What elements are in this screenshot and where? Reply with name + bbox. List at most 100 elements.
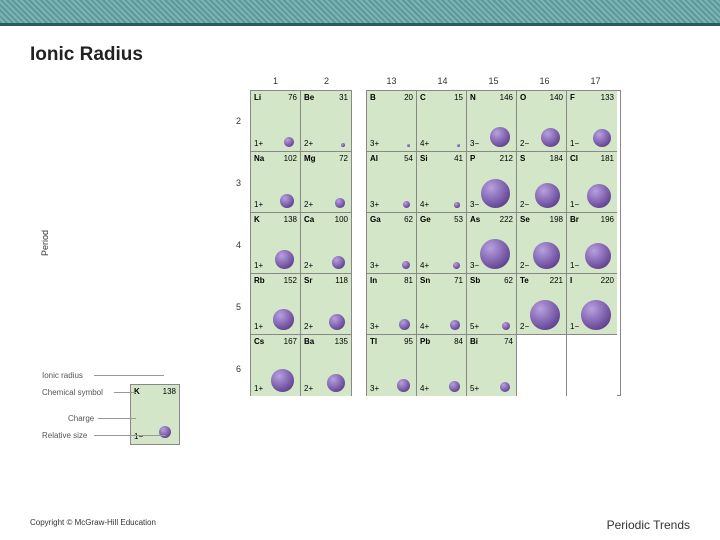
element-charge: 1− xyxy=(570,139,579,148)
col-head-17: 17 xyxy=(570,76,621,86)
ion-circle xyxy=(407,144,410,147)
element-cell-S: S1842− xyxy=(517,152,567,213)
col-headers-right: 13 14 15 16 17 xyxy=(366,76,621,86)
element-cell-In: In813+ xyxy=(367,274,417,335)
element-charge: 5+ xyxy=(470,384,479,393)
element-cell-Si: Si414+ xyxy=(417,152,467,213)
element-charge: 3− xyxy=(470,261,479,270)
element-radius: 41 xyxy=(454,154,463,163)
element-radius: 198 xyxy=(550,215,563,224)
element-symbol: S xyxy=(520,154,525,163)
row-head-6: 6 xyxy=(236,338,241,400)
element-symbol: Ge xyxy=(420,215,431,224)
element-cell-B: B203+ xyxy=(367,91,417,152)
element-radius: 221 xyxy=(550,276,563,285)
element-cell-Sr: Sr1182+ xyxy=(301,274,351,335)
element-cell-K: K1381+ xyxy=(251,213,301,274)
element-cell-Sb: Sb625+ xyxy=(467,274,517,335)
element-charge: 2+ xyxy=(304,200,313,209)
element-cell-Bi: Bi745+ xyxy=(467,335,517,396)
ion-circle xyxy=(332,256,346,270)
element-symbol: Ga xyxy=(370,215,381,224)
element-symbol: Mg xyxy=(304,154,316,163)
ion-circle xyxy=(329,314,345,330)
element-cell-Al: Al543+ xyxy=(367,152,417,213)
element-charge: 4+ xyxy=(420,139,429,148)
element-charge: 2+ xyxy=(304,384,313,393)
ion-circle xyxy=(530,300,560,330)
element-charge: 3+ xyxy=(370,322,379,331)
element-radius: 100 xyxy=(335,215,348,224)
ion-circle xyxy=(402,261,410,269)
element-cell-As: As2223− xyxy=(467,213,517,274)
ion-circle xyxy=(481,179,510,208)
legend-label-relative-size: Relative size xyxy=(42,431,87,440)
footer: Copyright © McGraw-Hill Education Period… xyxy=(30,518,690,532)
ion-circle xyxy=(581,300,611,330)
ion-circle xyxy=(275,250,294,269)
element-charge: 1+ xyxy=(254,139,263,148)
element-symbol: Tl xyxy=(370,337,377,346)
element-radius: 181 xyxy=(601,154,614,163)
ion-circle xyxy=(454,202,460,208)
col-headers-left: 1 2 xyxy=(250,76,352,86)
element-cell-Cl: Cl1811− xyxy=(567,152,617,213)
element-radius: 140 xyxy=(550,93,563,102)
ionic-radius-chart: 1 2 13 14 15 16 17 Period 2 3 4 5 6 Li76… xyxy=(40,76,680,496)
ion-circle xyxy=(541,128,560,147)
col-head-2: 2 xyxy=(301,76,352,86)
ion-circle xyxy=(593,129,611,147)
element-symbol: In xyxy=(370,276,377,285)
element-cell-Ca: Ca1002+ xyxy=(301,213,351,274)
ion-circle xyxy=(335,198,345,208)
element-charge: 3+ xyxy=(370,261,379,270)
element-radius: 102 xyxy=(284,154,297,163)
ion-circle xyxy=(457,144,460,147)
element-radius: 76 xyxy=(288,93,297,102)
element-cell-C: C154+ xyxy=(417,91,467,152)
element-radius: 62 xyxy=(504,276,513,285)
element-cell-O: O1402− xyxy=(517,91,567,152)
element-radius: 133 xyxy=(601,93,614,102)
ion-circle xyxy=(449,381,460,392)
element-charge: 2+ xyxy=(304,322,313,331)
ion-circle xyxy=(403,201,410,208)
element-symbol: Sr xyxy=(304,276,312,285)
element-symbol: B xyxy=(370,93,376,102)
element-cell-I: I2201− xyxy=(567,274,617,335)
element-symbol: Cl xyxy=(570,154,578,163)
element-charge: 2− xyxy=(520,139,529,148)
legend-ion xyxy=(159,426,171,438)
ion-circle xyxy=(327,374,345,392)
row-head-3: 3 xyxy=(236,152,241,214)
element-radius: 53 xyxy=(454,215,463,224)
ion-circle xyxy=(271,369,294,392)
element-charge: 1− xyxy=(570,261,579,270)
element-radius: 212 xyxy=(500,154,513,163)
element-radius: 62 xyxy=(404,215,413,224)
element-radius: 184 xyxy=(550,154,563,163)
element-charge: 4+ xyxy=(420,322,429,331)
ion-circle xyxy=(500,382,510,392)
ion-circle xyxy=(397,379,410,392)
element-charge: 3+ xyxy=(370,200,379,209)
element-radius: 72 xyxy=(339,154,348,163)
element-symbol: Li xyxy=(254,93,261,102)
ion-circle xyxy=(273,309,294,330)
element-cell-Be: Be312+ xyxy=(301,91,351,152)
footer-right: Periodic Trends xyxy=(607,518,690,532)
element-radius: 196 xyxy=(601,215,614,224)
element-charge: 1+ xyxy=(254,261,263,270)
element-radius: 167 xyxy=(284,337,297,346)
col-head-14: 14 xyxy=(417,76,468,86)
element-symbol: Na xyxy=(254,154,264,163)
element-symbol: Cs xyxy=(254,337,264,346)
ion-circle xyxy=(399,319,410,330)
ion-circle xyxy=(490,127,510,147)
element-charge: 3+ xyxy=(370,384,379,393)
element-symbol: I xyxy=(570,276,572,285)
element-cell-Tl: Tl953+ xyxy=(367,335,417,396)
element-radius: 222 xyxy=(500,215,513,224)
element-cell-F: F1331− xyxy=(567,91,617,152)
col-head-13: 13 xyxy=(366,76,417,86)
